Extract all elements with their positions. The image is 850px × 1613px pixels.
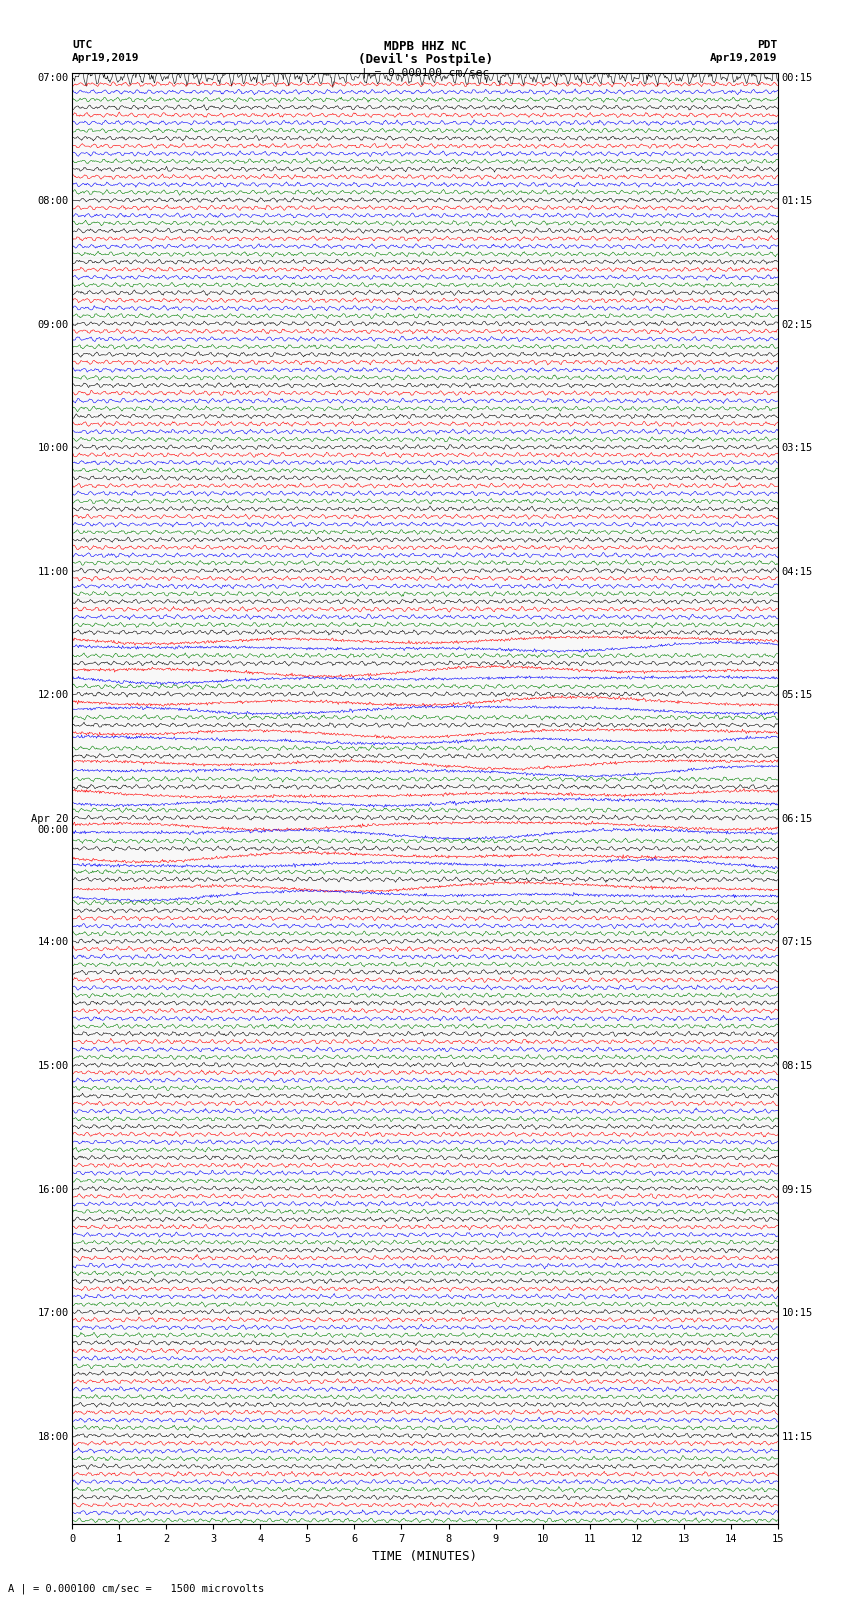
Text: Apr19,2019: Apr19,2019 bbox=[711, 53, 778, 63]
Text: MDPB HHZ NC: MDPB HHZ NC bbox=[383, 40, 467, 53]
Text: 04:15: 04:15 bbox=[781, 566, 813, 577]
Text: 08:15: 08:15 bbox=[781, 1061, 813, 1071]
Text: 18:00: 18:00 bbox=[37, 1432, 69, 1442]
Text: 03:15: 03:15 bbox=[781, 444, 813, 453]
Text: 07:00: 07:00 bbox=[37, 73, 69, 82]
Text: PDT: PDT bbox=[757, 40, 778, 50]
Text: 02:15: 02:15 bbox=[781, 319, 813, 329]
Text: 00:15: 00:15 bbox=[781, 73, 813, 82]
Text: 10:15: 10:15 bbox=[781, 1308, 813, 1318]
X-axis label: TIME (MINUTES): TIME (MINUTES) bbox=[372, 1550, 478, 1563]
Text: A | = 0.000100 cm/sec =   1500 microvolts: A | = 0.000100 cm/sec = 1500 microvolts bbox=[8, 1582, 264, 1594]
Text: 09:00: 09:00 bbox=[37, 319, 69, 329]
Text: 01:15: 01:15 bbox=[781, 197, 813, 206]
Text: 15:00: 15:00 bbox=[37, 1061, 69, 1071]
Text: 05:15: 05:15 bbox=[781, 690, 813, 700]
Text: 11:00: 11:00 bbox=[37, 566, 69, 577]
Text: 17:00: 17:00 bbox=[37, 1308, 69, 1318]
Text: 11:15: 11:15 bbox=[781, 1432, 813, 1442]
Text: UTC: UTC bbox=[72, 40, 93, 50]
Text: 06:15: 06:15 bbox=[781, 815, 813, 824]
Text: 07:15: 07:15 bbox=[781, 937, 813, 947]
Text: | = 0.000100 cm/sec: | = 0.000100 cm/sec bbox=[361, 68, 489, 79]
Text: 16:00: 16:00 bbox=[37, 1184, 69, 1195]
Text: 14:00: 14:00 bbox=[37, 937, 69, 947]
Text: (Devil's Postpile): (Devil's Postpile) bbox=[358, 53, 492, 66]
Text: Apr 20
00:00: Apr 20 00:00 bbox=[31, 815, 69, 836]
Text: Apr19,2019: Apr19,2019 bbox=[72, 53, 139, 63]
Text: 09:15: 09:15 bbox=[781, 1184, 813, 1195]
Text: 08:00: 08:00 bbox=[37, 197, 69, 206]
Text: 12:00: 12:00 bbox=[37, 690, 69, 700]
Text: 10:00: 10:00 bbox=[37, 444, 69, 453]
